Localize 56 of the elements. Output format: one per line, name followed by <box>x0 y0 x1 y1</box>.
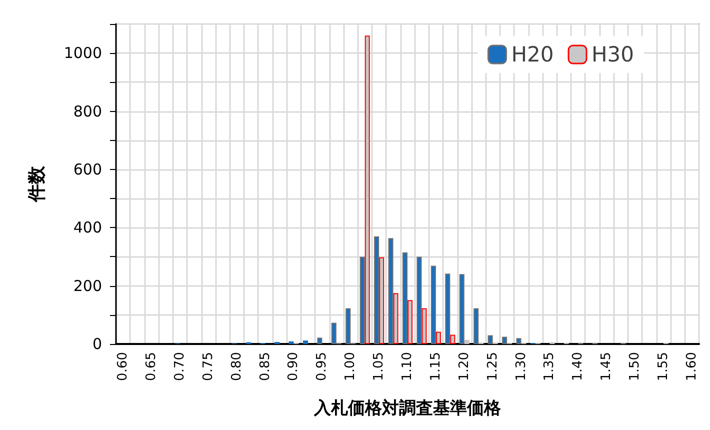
bar <box>379 257 384 344</box>
legend-label: H20 <box>511 42 554 66</box>
x-tick-label: 1.35 <box>542 352 558 381</box>
x-tick-label: 0.95 <box>314 352 330 381</box>
y-tick-label: 0 <box>92 335 102 353</box>
bar <box>464 340 470 344</box>
bar <box>459 274 464 344</box>
y-axis-title: 件数 <box>26 165 48 203</box>
bar <box>474 308 479 344</box>
y-tick-label: 200 <box>73 276 102 295</box>
bar <box>408 300 412 344</box>
x-tick-label: 1.25 <box>485 352 500 381</box>
bar <box>502 336 508 344</box>
bar <box>436 332 441 344</box>
x-tick-label: 1.30 <box>514 352 529 381</box>
x-tick-label: 0.65 <box>144 352 160 381</box>
bar <box>374 236 380 344</box>
bar <box>416 256 422 344</box>
x-tick-label: 0.80 <box>229 352 244 381</box>
y-tick-label: 1000 <box>64 44 102 62</box>
bar <box>331 322 336 344</box>
x-tick-label: 1.50 <box>628 352 643 381</box>
x-tick-label: 0.85 <box>258 352 273 381</box>
bar <box>402 252 408 344</box>
bar <box>317 338 322 344</box>
y-tick-label: 800 <box>73 102 102 120</box>
x-tick-label: 1.60 <box>684 352 700 381</box>
bar <box>364 36 370 344</box>
bar <box>430 266 436 344</box>
x-tick-label: 0.75 <box>200 352 216 381</box>
x-tick-label: 1.15 <box>428 352 444 381</box>
x-tick-label: 1.45 <box>599 352 614 381</box>
bar <box>450 334 456 344</box>
legend-label: H30 <box>591 42 634 66</box>
x-tick-label: 1.40 <box>570 352 586 381</box>
x-tick-label: 1.20 <box>456 352 472 381</box>
bar <box>302 340 308 344</box>
x-tick-label: 0.90 <box>286 352 302 381</box>
bar <box>445 274 450 344</box>
bar <box>393 293 398 344</box>
bar <box>488 335 493 344</box>
x-tick-label: 1.10 <box>400 352 415 381</box>
bar <box>516 338 522 344</box>
y-tick-label: 400 <box>73 218 102 237</box>
x-tick-label: 1.00 <box>343 352 358 381</box>
bar <box>422 308 427 344</box>
x-tick-label: 0.70 <box>172 352 188 381</box>
x-tick-label: 1.55 <box>656 352 671 381</box>
y-tick-label: 600 <box>73 160 102 178</box>
bar <box>288 341 294 344</box>
x-axis-title: 入札価格対調査基準価格 <box>313 398 502 418</box>
bar <box>388 238 394 344</box>
bar <box>346 308 351 344</box>
x-tick-label: 1.05 <box>372 352 387 381</box>
bar <box>360 256 365 344</box>
x-tick-label: 0.60 <box>116 352 131 381</box>
